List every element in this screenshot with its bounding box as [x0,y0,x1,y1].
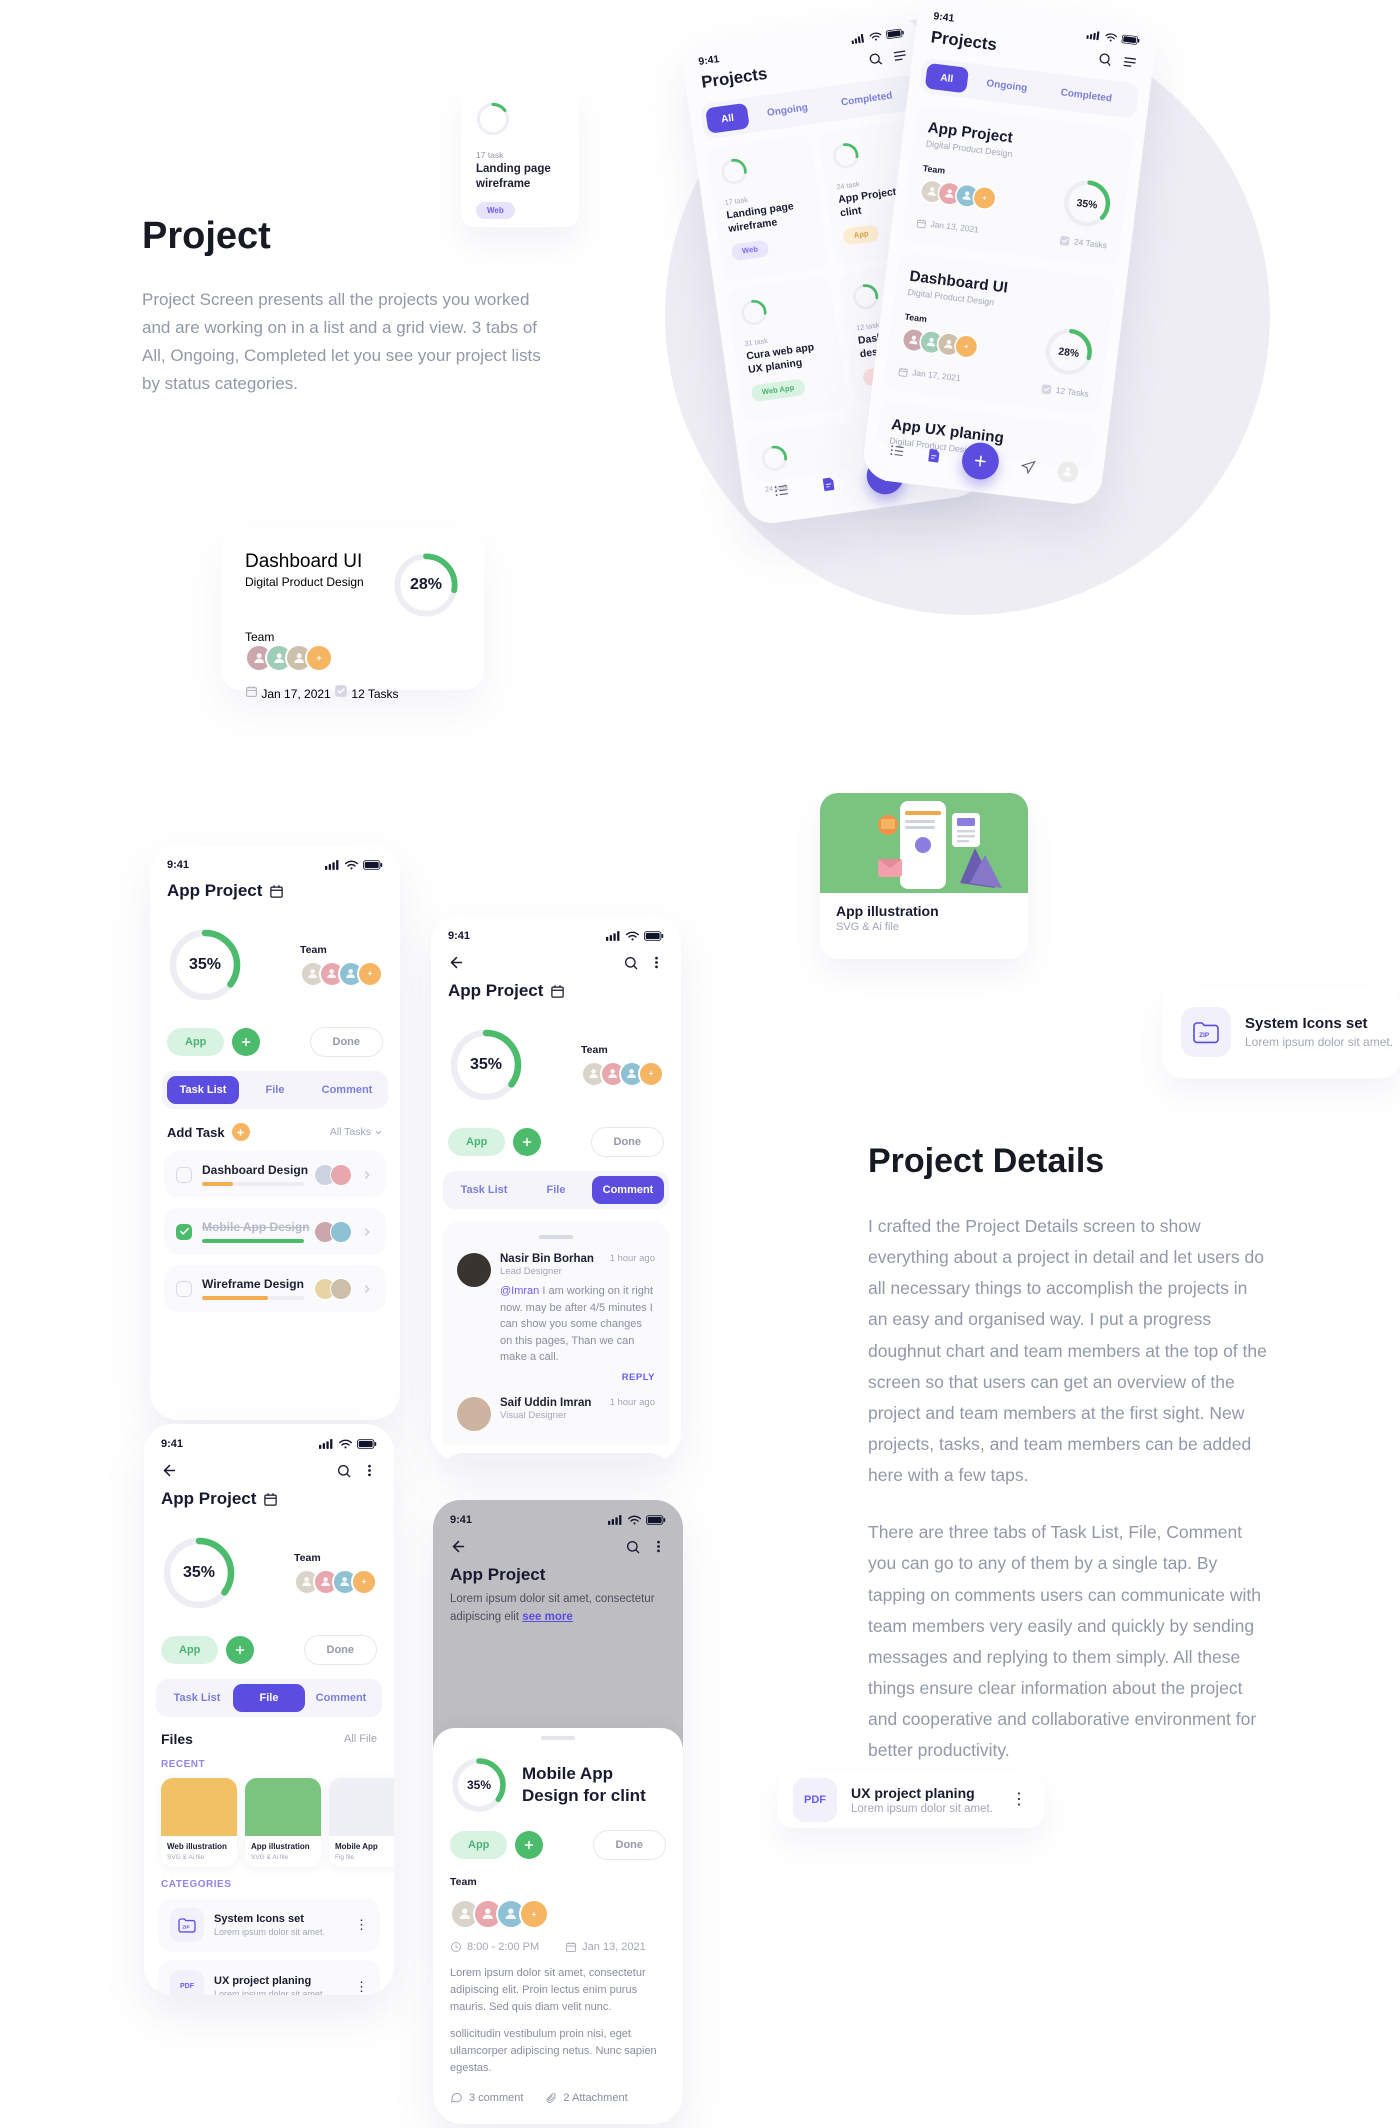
svg-text:ZIP: ZIP [1199,1032,1209,1039]
svg-text:ZIP: ZIP [182,1924,189,1929]
